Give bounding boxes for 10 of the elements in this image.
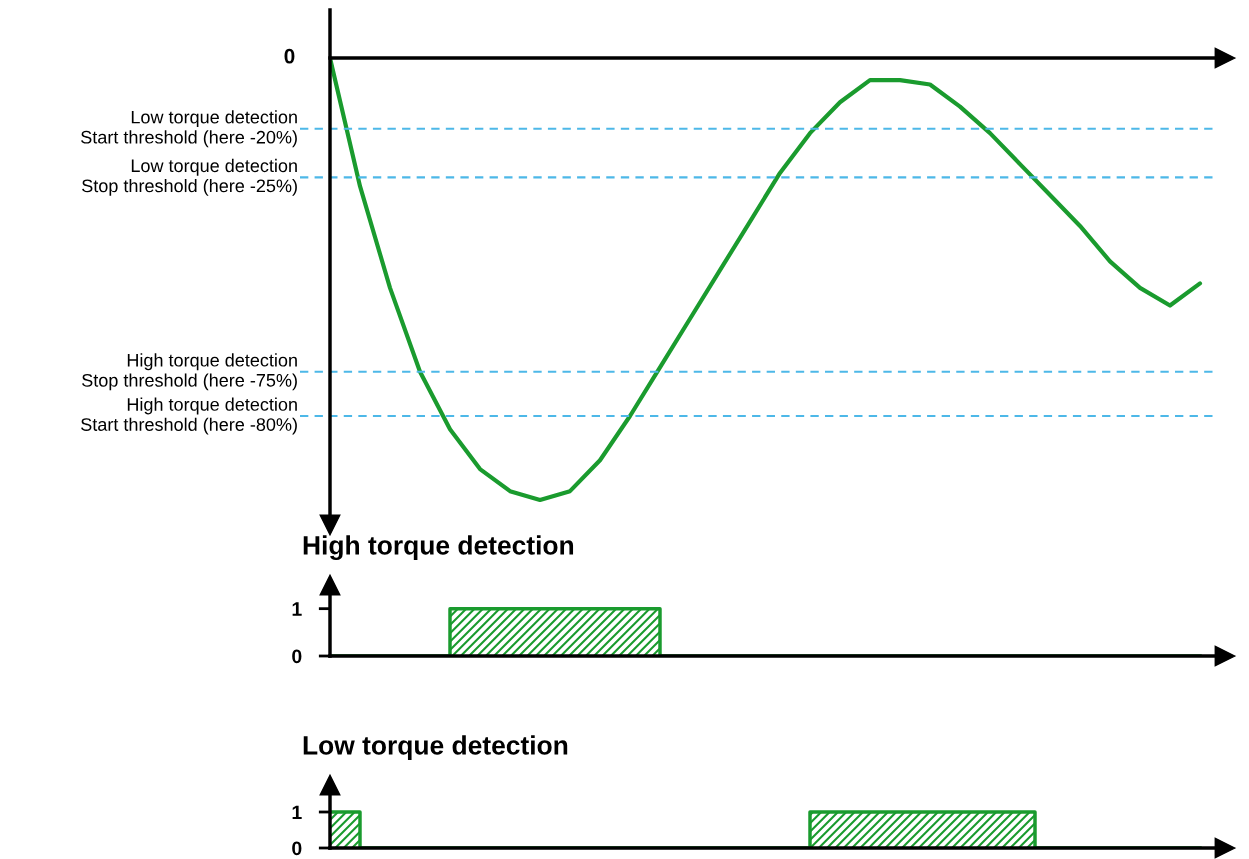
ref-line-label: High torque detection Start threshold (here -80%) <box>81 397 297 435</box>
ref-line-label: Low torque detection Stop threshold (here -25%) <box>82 158 297 196</box>
ref-line-label: High torque detection Stop threshold (here -75%) <box>82 353 297 391</box>
y-tick-label: 0 <box>292 841 302 856</box>
y-tick-label: 0 <box>292 649 302 664</box>
y-tick-label: 1 <box>292 602 302 616</box>
chart-title: Low torque detection <box>303 735 568 760</box>
ref-line-label: Low torque detection Start threshold (here -20%) <box>81 110 297 148</box>
chart-title: High torque detection <box>303 535 574 561</box>
y-tick-label: 1 <box>292 805 302 820</box>
